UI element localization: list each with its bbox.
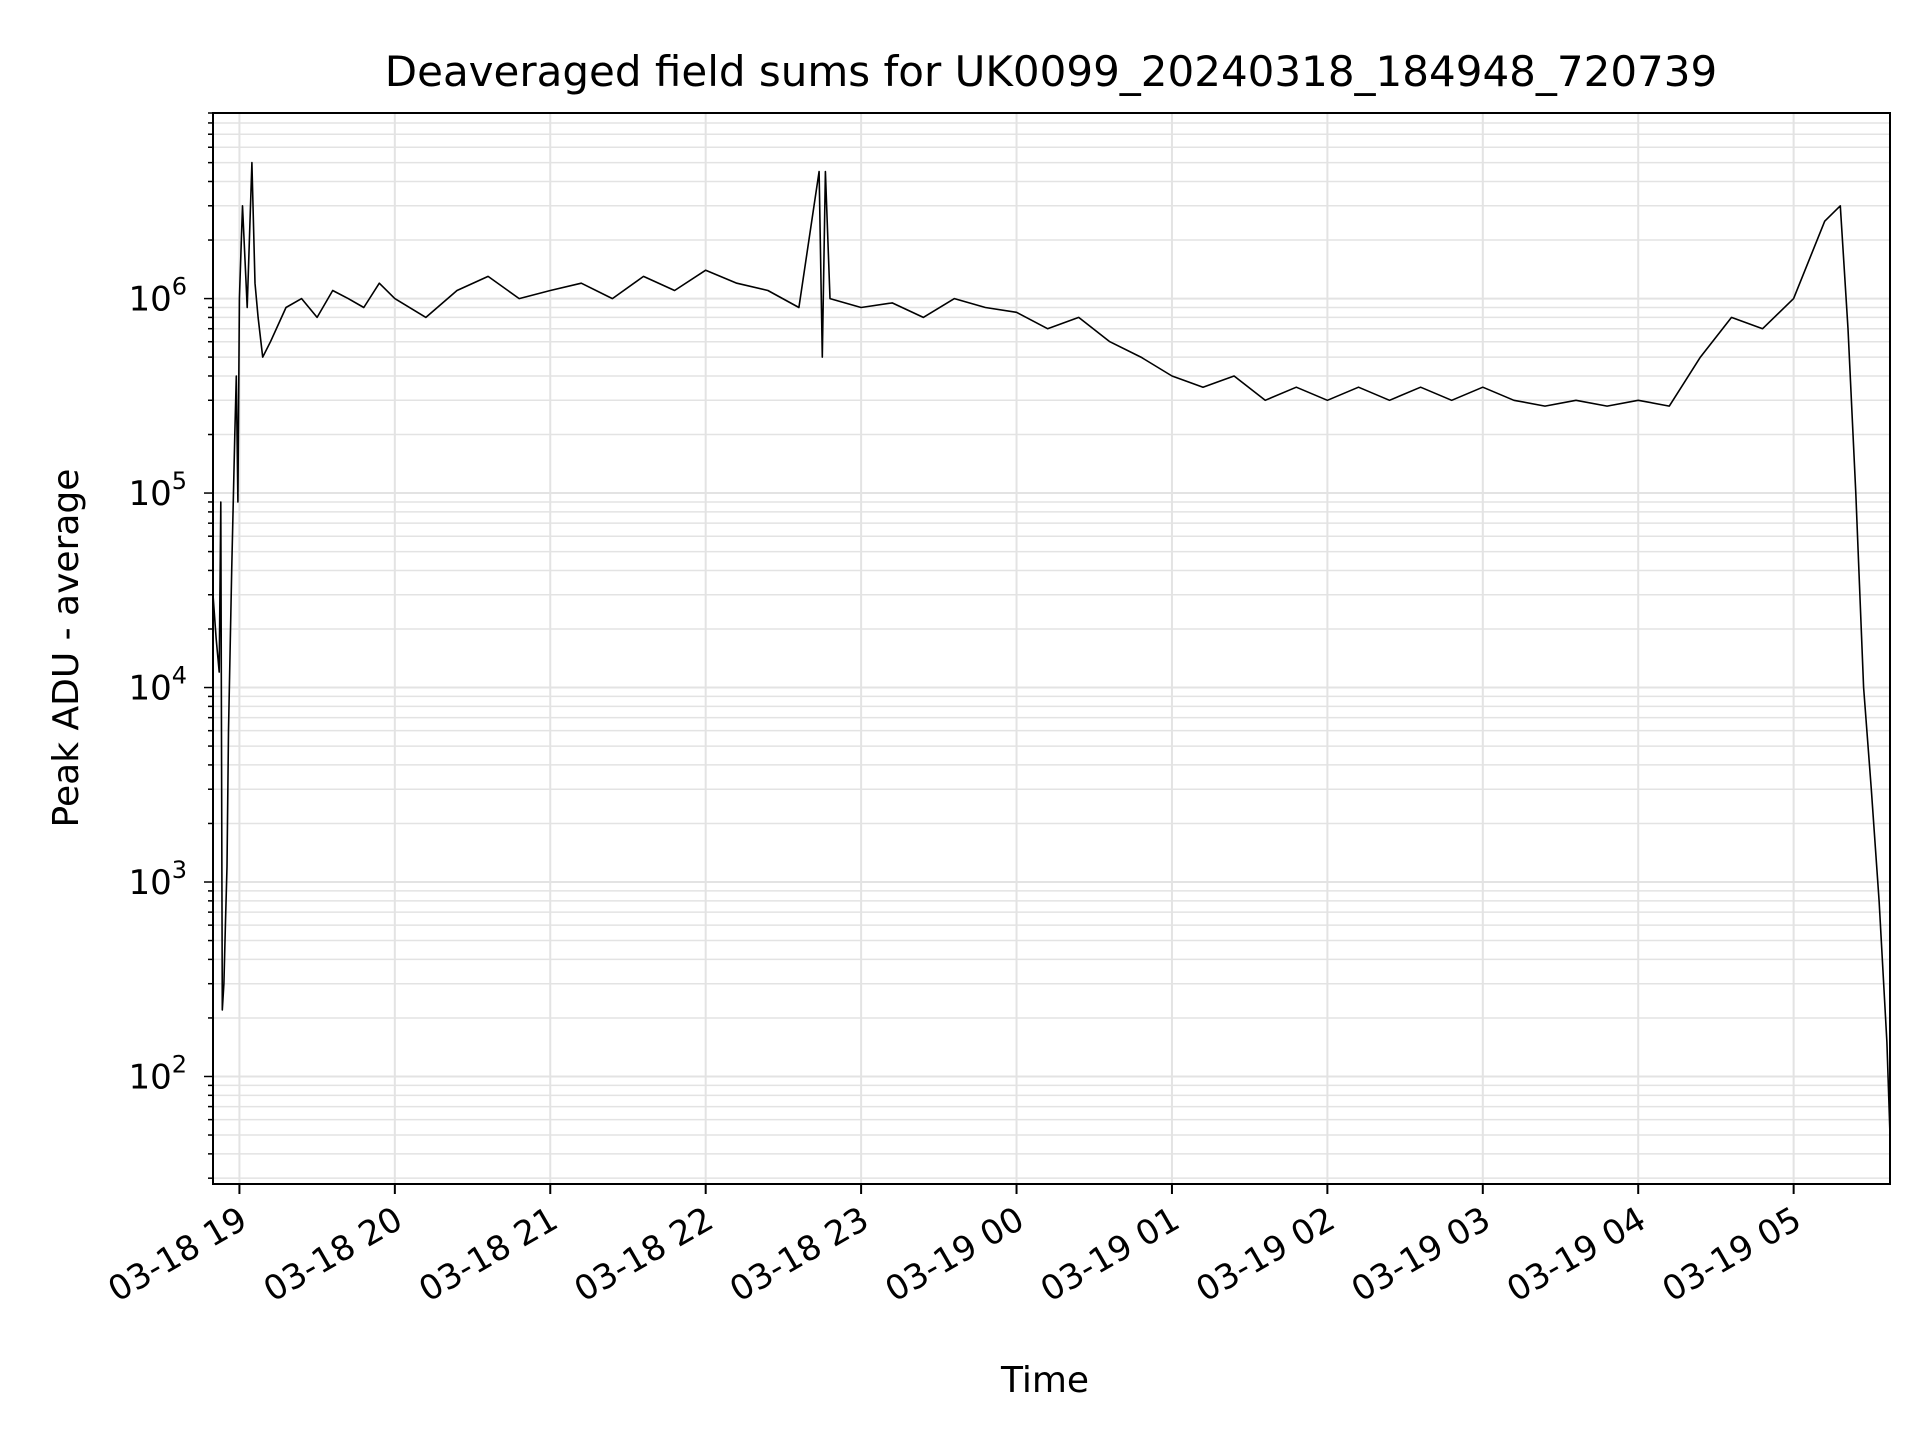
x-tick-label: 03-19 02 — [1189, 1199, 1341, 1310]
y-tick-base: 10 — [128, 669, 171, 709]
x-tick-label: 03-19 01 — [1034, 1199, 1186, 1310]
x-tick-label: 03-19 00 — [879, 1199, 1031, 1310]
y-axis-label: Peak ADU - average — [46, 469, 87, 828]
x-tick-label: 03-19 05 — [1656, 1199, 1808, 1310]
y-tick-exponent: 4 — [172, 662, 187, 690]
y-tick-label: 103 — [128, 856, 187, 903]
chart-title: Deaveraged field sums for UK0099_2024031… — [385, 47, 1717, 96]
grid-lines — [213, 112, 1890, 1184]
y-tick-base: 10 — [128, 280, 171, 320]
y-tick-base: 10 — [128, 863, 171, 903]
x-tick-label: 03-18 21 — [412, 1199, 564, 1310]
y-tick-exponent: 5 — [172, 467, 187, 495]
x-tick-label: 03-19 04 — [1500, 1199, 1652, 1310]
y-tick-label: 106 — [128, 273, 187, 320]
y-tick-label: 102 — [128, 1050, 187, 1097]
x-tick-label: 03-18 23 — [723, 1199, 875, 1310]
y-tick-exponent: 6 — [172, 273, 187, 301]
y-tick-exponent: 3 — [172, 856, 187, 884]
y-tick-base: 10 — [128, 1057, 171, 1097]
x-tick-label: 03-19 03 — [1345, 1199, 1497, 1310]
x-tick-label: 03-18 22 — [568, 1199, 720, 1310]
y-tick-label: 104 — [128, 662, 187, 709]
x-tick-label: 03-18 19 — [102, 1199, 254, 1310]
axis-ticks: 03-18 19 03-18 20 03-18 21 03-18 22 03-18 23… — [102, 112, 1808, 1310]
plot-frame — [212, 112, 1891, 1185]
y-tick-exponent: 2 — [172, 1050, 187, 1078]
x-tick-label: 03-18 20 — [257, 1199, 409, 1310]
y-tick-label: 105 — [128, 467, 187, 514]
y-tick-base: 10 — [128, 474, 171, 514]
x-axis-label: Time — [1000, 1360, 1089, 1401]
series-layer — [212, 161, 1891, 1136]
series-line — [212, 161, 1891, 1136]
